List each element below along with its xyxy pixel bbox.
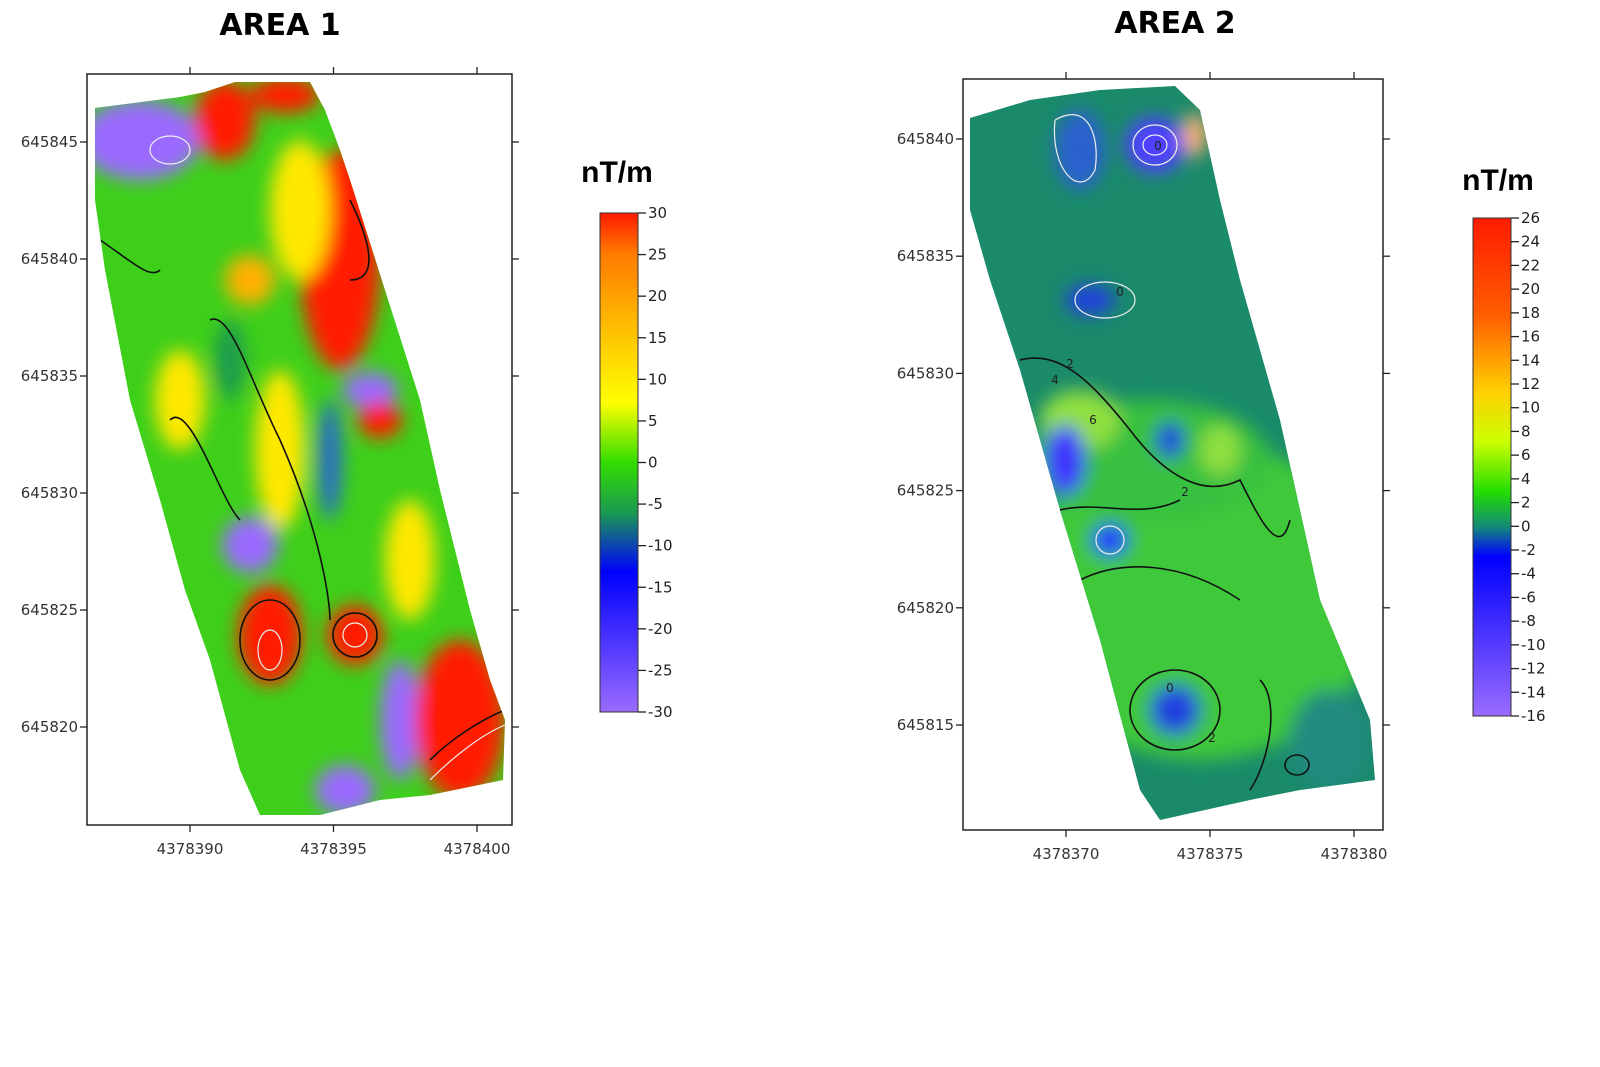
y-tick-label: 645840 <box>897 130 954 148</box>
colorbar-unit: nT/m <box>1462 164 1534 197</box>
colorbar-tick-label: -2 <box>1521 541 1536 559</box>
x-tick-label: 4378400 <box>444 840 511 858</box>
colorbar-tick-label: 14 <box>1521 351 1540 369</box>
map-title: AREA 2 <box>1114 6 1235 41</box>
colorbar-tick-label: 6 <box>1521 446 1531 464</box>
y-tick-label: 645840 <box>21 250 78 268</box>
colorbar-tick-label: 8 <box>1521 422 1531 440</box>
contour-label: 0 <box>1154 139 1162 153</box>
colorbar-tick-label: 12 <box>1521 375 1540 393</box>
map-field <box>95 82 505 815</box>
colorbar <box>599 212 639 713</box>
x-tick-label: 4378375 <box>1177 845 1244 863</box>
colorbar-unit: nT/m <box>581 156 653 189</box>
colorbar-tick-label: -25 <box>648 661 673 679</box>
map-field <box>970 86 1375 820</box>
y-tick-label: 645825 <box>897 482 954 500</box>
colorbar-tick-label: 4 <box>1521 470 1531 488</box>
colorbar <box>1472 217 1512 717</box>
colorbar-tick-label: 20 <box>1521 280 1540 298</box>
x-tick-label: 4378380 <box>1321 845 1388 863</box>
contour-label: 2 <box>1208 731 1216 745</box>
contour-label: 0 <box>1116 285 1124 299</box>
colorbar-tick-label: -30 <box>648 703 673 721</box>
colorbar-tick-label: 30 <box>648 204 667 222</box>
colorbar-tick-label: 18 <box>1521 304 1540 322</box>
x-tick-label: 4378370 <box>1033 845 1100 863</box>
colorbar-tick-label: 10 <box>1521 399 1540 417</box>
colorbar-tick-label: 5 <box>648 412 658 430</box>
colorbar-tick-label: 22 <box>1521 256 1540 274</box>
colorbar-tick-label: -4 <box>1521 565 1536 583</box>
colorbar-tick-label: -10 <box>648 537 673 555</box>
colorbar-tick-label: 20 <box>648 287 667 305</box>
colorbar-tick-label: 15 <box>648 329 667 347</box>
colorbar-tick-label: -15 <box>648 578 673 596</box>
colorbar-tick-label: -5 <box>648 495 663 513</box>
map-frame <box>962 78 1384 831</box>
colorbar-tick-label: 2 <box>1521 494 1531 512</box>
y-tick-label: 645825 <box>21 601 78 619</box>
x-tick-label: 4378395 <box>300 840 367 858</box>
y-tick-label: 645820 <box>897 599 954 617</box>
colorbar-tick-label: -12 <box>1521 660 1546 678</box>
y-tick-label: 645835 <box>21 367 78 385</box>
colorbar-tick-label: 0 <box>1521 517 1531 535</box>
y-tick-label: 645820 <box>21 718 78 736</box>
y-tick-label: 645835 <box>897 247 954 265</box>
colorbar-tick-label: 24 <box>1521 233 1540 251</box>
contour-label: 6 <box>1089 413 1097 427</box>
x-tick-label: 4378390 <box>157 840 224 858</box>
colorbar-tick-label: 10 <box>648 370 667 388</box>
y-tick-label: 645830 <box>21 484 78 502</box>
colorbar-tick-label: -6 <box>1521 588 1536 606</box>
colorbar-tick-label: 0 <box>648 454 658 472</box>
colorbar-tick-label: -8 <box>1521 612 1536 630</box>
y-tick-label: 645830 <box>897 364 954 382</box>
colorbar-tick-label: 16 <box>1521 328 1540 346</box>
map-frame <box>86 73 513 826</box>
contour-label: 2 <box>1066 357 1074 371</box>
colorbar-tick-label: 25 <box>648 246 667 264</box>
y-tick-label: 645815 <box>897 716 954 734</box>
y-tick-label: 645845 <box>21 133 78 151</box>
colorbar-tick-label: -10 <box>1521 636 1546 654</box>
colorbar-tick-label: -20 <box>648 620 673 638</box>
colorbar-tick-label: -14 <box>1521 683 1546 701</box>
contour-label: 4 <box>1051 373 1059 387</box>
colorbar-tick-label: 26 <box>1521 209 1540 227</box>
contour-label: 2 <box>1181 485 1189 499</box>
map-title: AREA 1 <box>219 8 340 43</box>
contour-label: 0 <box>1166 681 1174 695</box>
colorbar-tick-label: -16 <box>1521 707 1546 725</box>
